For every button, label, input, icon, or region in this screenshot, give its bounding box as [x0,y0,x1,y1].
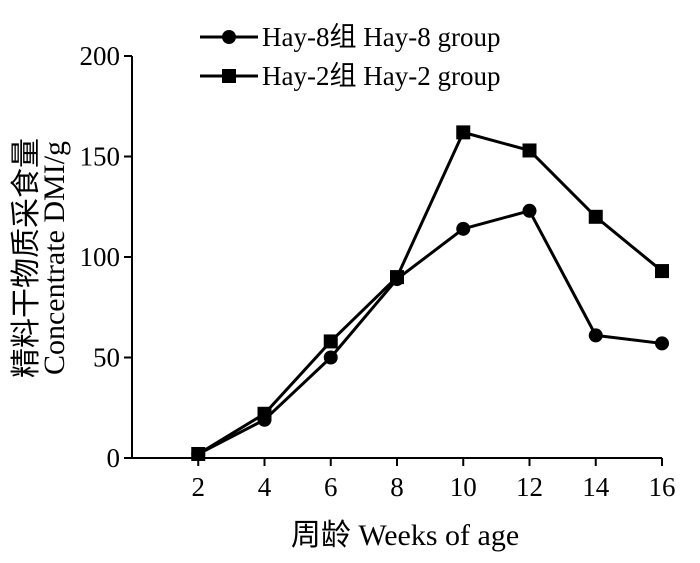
y-ticks: 0 50 100 150 200 [80,41,132,473]
x-tick-label: 16 [649,472,676,502]
legend-marker-hay2 [222,69,236,83]
x-tick-label: 14 [582,472,610,502]
x-tick-label: 8 [390,472,404,502]
series-line-0 [197,209,663,456]
x-axis-label: 周龄 Weeks of age [291,519,519,552]
y-tick-label: 100 [80,242,121,272]
data-point-circle [456,221,471,236]
y-tick-label: 0 [107,443,121,473]
data-point-square [323,334,338,349]
legend-label-hay2: Hay-2组 Hay-2 group [262,61,500,91]
y-tick-label: 200 [80,41,121,71]
x-ticks: 2 4 6 8 10 12 14 16 [192,458,676,502]
legend-marker-hay8 [222,30,236,44]
y-axis-label-english: Concentrate DMI/g [38,141,71,375]
data-point-circle [522,203,537,218]
data-point-circle [655,336,669,351]
data-point-square [257,406,272,421]
x-tick-label: 10 [450,472,477,502]
data-point-circle [323,350,338,365]
y-axis-label-chinese: 精料干物质采食量 [10,138,43,378]
data-point-square [588,209,603,224]
data-point-square [522,143,537,158]
y-tick-label: 150 [80,142,121,172]
data-point-square [191,446,206,461]
data-point-square [655,264,669,279]
data-point-square [456,125,471,140]
series-line-1 [197,130,663,456]
series-group [191,125,669,461]
x-tick-label: 12 [516,472,543,502]
y-tick-label: 50 [93,343,120,373]
x-tick-label: 2 [192,472,206,502]
data-point-circle [588,328,603,343]
x-tick-label: 6 [324,472,338,502]
legend: Hay-8组 Hay-8 group Hay-2组 Hay-2 group [200,22,500,91]
legend-label-hay8: Hay-8组 Hay-8 group [262,22,500,52]
data-point-square [390,270,404,285]
x-tick-label: 4 [258,472,272,502]
